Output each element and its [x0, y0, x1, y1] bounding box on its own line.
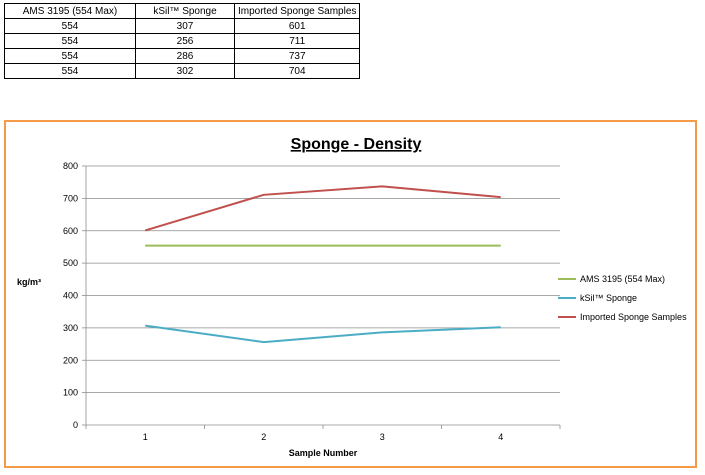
y-tick-label: 800 — [63, 161, 78, 171]
legend-label: Imported Sponge Samples — [580, 312, 687, 322]
x-tick-label: 2 — [261, 432, 266, 442]
table-row: 554 256 711 — [4, 33, 361, 49]
table-cell: 554 — [4, 48, 136, 64]
column-header: Imported Sponge Samples — [233, 3, 361, 19]
series-line — [145, 324, 501, 344]
line-chart: Sponge - Density 0 100 200 300 400 500 600 700 8… — [17, 136, 687, 458]
table-cell: 704 — [233, 63, 361, 79]
data-table: AMS 3195 (554 Max) kSil™ Sponge Imported… — [4, 3, 361, 79]
y-tick-label: 700 — [63, 193, 78, 203]
y-tick-label: 300 — [63, 323, 78, 333]
table-cell: 286 — [135, 48, 235, 64]
y-tick-label: 600 — [63, 226, 78, 236]
y-tick-label: 100 — [63, 388, 78, 398]
y-tick-label: 200 — [63, 355, 78, 365]
legend-label: AMS 3195 (554 Max) — [580, 274, 665, 284]
chart-frame: Sponge - Density 0 100 200 300 400 500 600 700 8… — [4, 120, 697, 468]
x-tick-label: 1 — [143, 432, 148, 442]
x-tick-label: 4 — [498, 432, 503, 442]
legend-label: kSil™ Sponge — [580, 293, 637, 303]
table-cell: 554 — [4, 18, 136, 34]
y-axis-label: kg/m³ — [17, 277, 41, 287]
column-header: kSil™ Sponge — [135, 3, 235, 19]
table-cell: 307 — [135, 18, 235, 34]
table-cell: 601 — [233, 18, 361, 34]
series-line — [144, 185, 501, 232]
table-row: 554 302 704 — [4, 63, 361, 79]
y-tick-label: 500 — [63, 258, 78, 268]
table-cell: 737 — [233, 48, 361, 64]
table-cell: 554 — [4, 63, 136, 79]
table-row: 554 286 737 — [4, 48, 361, 64]
y-tick-label: 400 — [63, 291, 78, 301]
x-tick-label: 3 — [380, 432, 385, 442]
table-cell: 711 — [233, 33, 361, 49]
table-row: 554 307 601 — [4, 18, 361, 34]
column-header: AMS 3195 (554 Max) — [4, 3, 136, 19]
table-cell: 302 — [135, 63, 235, 79]
chart-title: Sponge - Density — [291, 136, 422, 153]
table-header-row: AMS 3195 (554 Max) kSil™ Sponge Imported… — [4, 3, 361, 19]
table-cell: 256 — [135, 33, 235, 49]
y-tick-label: 0 — [73, 420, 78, 430]
x-axis-label: Sample Number — [289, 448, 358, 458]
table-cell: 554 — [4, 33, 136, 49]
